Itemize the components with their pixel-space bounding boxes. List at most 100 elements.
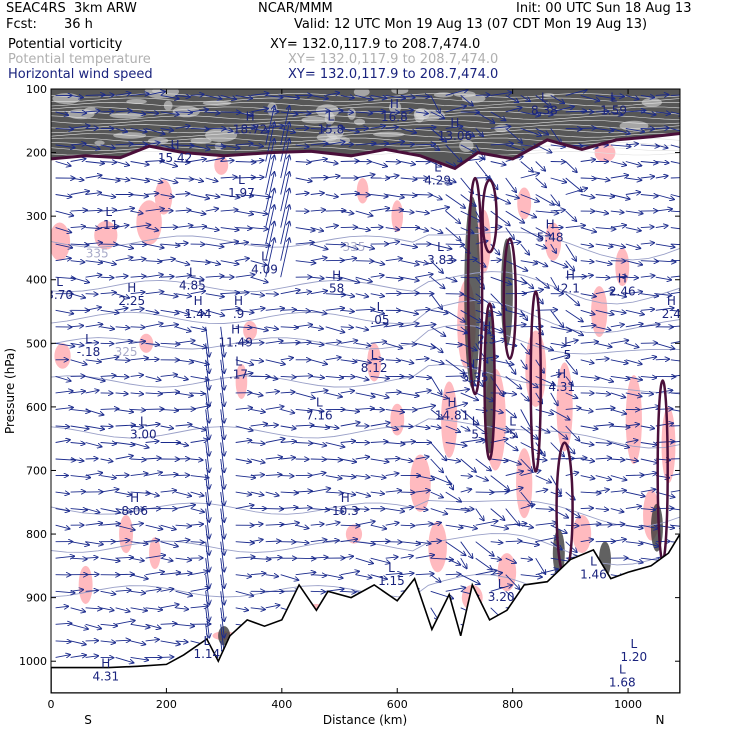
wind-vector [220, 475, 225, 506]
wind-vector [670, 425, 680, 427]
wind-vector [505, 260, 528, 271]
wind-vector [490, 475, 509, 490]
wind-vector [400, 392, 419, 396]
wind-vector [415, 274, 433, 278]
wind-vector [640, 294, 658, 296]
y-tick-label: 200 [26, 147, 47, 160]
wind-vector [85, 656, 99, 658]
wind-vector [655, 261, 676, 262]
extremum-type: H [246, 110, 255, 124]
wind-vector [265, 575, 278, 577]
wind-vector [640, 393, 653, 394]
wind-vector [235, 575, 252, 577]
wind-vector [310, 376, 324, 377]
wind-vector [535, 557, 546, 574]
extremum-value: 7.16 [306, 409, 333, 423]
wind-vector [160, 325, 178, 327]
wind-vector [265, 95, 283, 97]
wind-vector [250, 244, 270, 245]
wind-vector [640, 95, 655, 97]
wind-vector [430, 95, 440, 113]
wind-vector [70, 144, 86, 145]
wind-vector [355, 309, 375, 310]
wind-vector [325, 459, 342, 460]
wind-vector [130, 94, 149, 96]
wind-vector [340, 243, 358, 249]
extremum-value: 4.85 [179, 278, 206, 292]
wind-vector [595, 509, 609, 510]
wind-vector [640, 128, 654, 129]
wind-vector [670, 227, 680, 230]
wind-vector [250, 211, 268, 214]
wind-vector [400, 293, 419, 294]
wind-vector [220, 326, 225, 357]
wind-vector [175, 624, 195, 626]
wind-vector [70, 558, 87, 559]
wind-vector [310, 442, 327, 446]
wind-vector [625, 475, 644, 476]
wind-vector [70, 607, 86, 612]
wind-vector [580, 94, 600, 101]
wind-vector [370, 557, 390, 563]
wind-vector [130, 442, 149, 448]
wind-vector [430, 276, 445, 288]
wind-vector [490, 573, 503, 575]
theta-label: 335 [343, 240, 366, 254]
wind-vector [265, 557, 282, 558]
wind-vector [505, 128, 523, 143]
wind-vector [610, 408, 626, 414]
wind-vector [145, 127, 165, 134]
wind-vector [265, 156, 275, 195]
wind-vector [160, 604, 179, 609]
wind-vector [190, 508, 205, 512]
wind-vector [175, 225, 193, 227]
wind-vector [235, 327, 252, 328]
wind-vector [205, 525, 210, 555]
wind-vector [130, 509, 145, 510]
y-tick-label: 400 [26, 274, 47, 287]
pv-dark-blob [483, 309, 496, 454]
wind-vector [385, 162, 401, 163]
wind-vector [160, 541, 178, 547]
wind-vector [100, 277, 114, 278]
wind-vector [655, 162, 669, 163]
field-wind-xy: XY= 132.0,117.9 to 208.7,474.0 [288, 67, 499, 82]
wind-vector [550, 355, 570, 361]
wind-vector [85, 425, 105, 429]
wind-vector [370, 95, 387, 98]
wind-vector [115, 443, 135, 446]
wind-vector [205, 228, 219, 231]
wind-vector [310, 591, 325, 592]
wind-vector [460, 476, 472, 477]
pv-highlight [353, 118, 366, 126]
wind-vector [355, 521, 375, 526]
wind-vector [145, 589, 161, 591]
wind-vector [580, 195, 595, 198]
wind-vector [580, 325, 596, 327]
wind-vector [55, 258, 71, 261]
wind-vector [385, 509, 405, 512]
wind-vector [565, 177, 582, 191]
wind-vector [100, 443, 117, 444]
extremum-value: 15.42 [158, 151, 192, 165]
wind-vector [565, 90, 587, 96]
wind-vector [445, 106, 466, 113]
wind-vector [505, 194, 519, 199]
pv-contour [502, 237, 518, 361]
x-tick-label: 0 [48, 698, 55, 711]
wind-vector [580, 160, 596, 162]
wind-vector [295, 325, 313, 327]
wind-vector [175, 309, 190, 314]
wind-vector [190, 194, 210, 199]
wind-vector [385, 242, 400, 245]
wind-vector [295, 292, 311, 294]
wind-vector [415, 426, 430, 428]
wind-vector [430, 359, 444, 364]
wind-vector [565, 243, 576, 261]
wind-vector [55, 606, 69, 608]
y-tick-label: 800 [26, 528, 47, 541]
wind-vector [175, 525, 191, 526]
y-tick-label: 700 [26, 464, 47, 477]
wind-vector [265, 376, 278, 379]
wind-vector [220, 508, 225, 539]
